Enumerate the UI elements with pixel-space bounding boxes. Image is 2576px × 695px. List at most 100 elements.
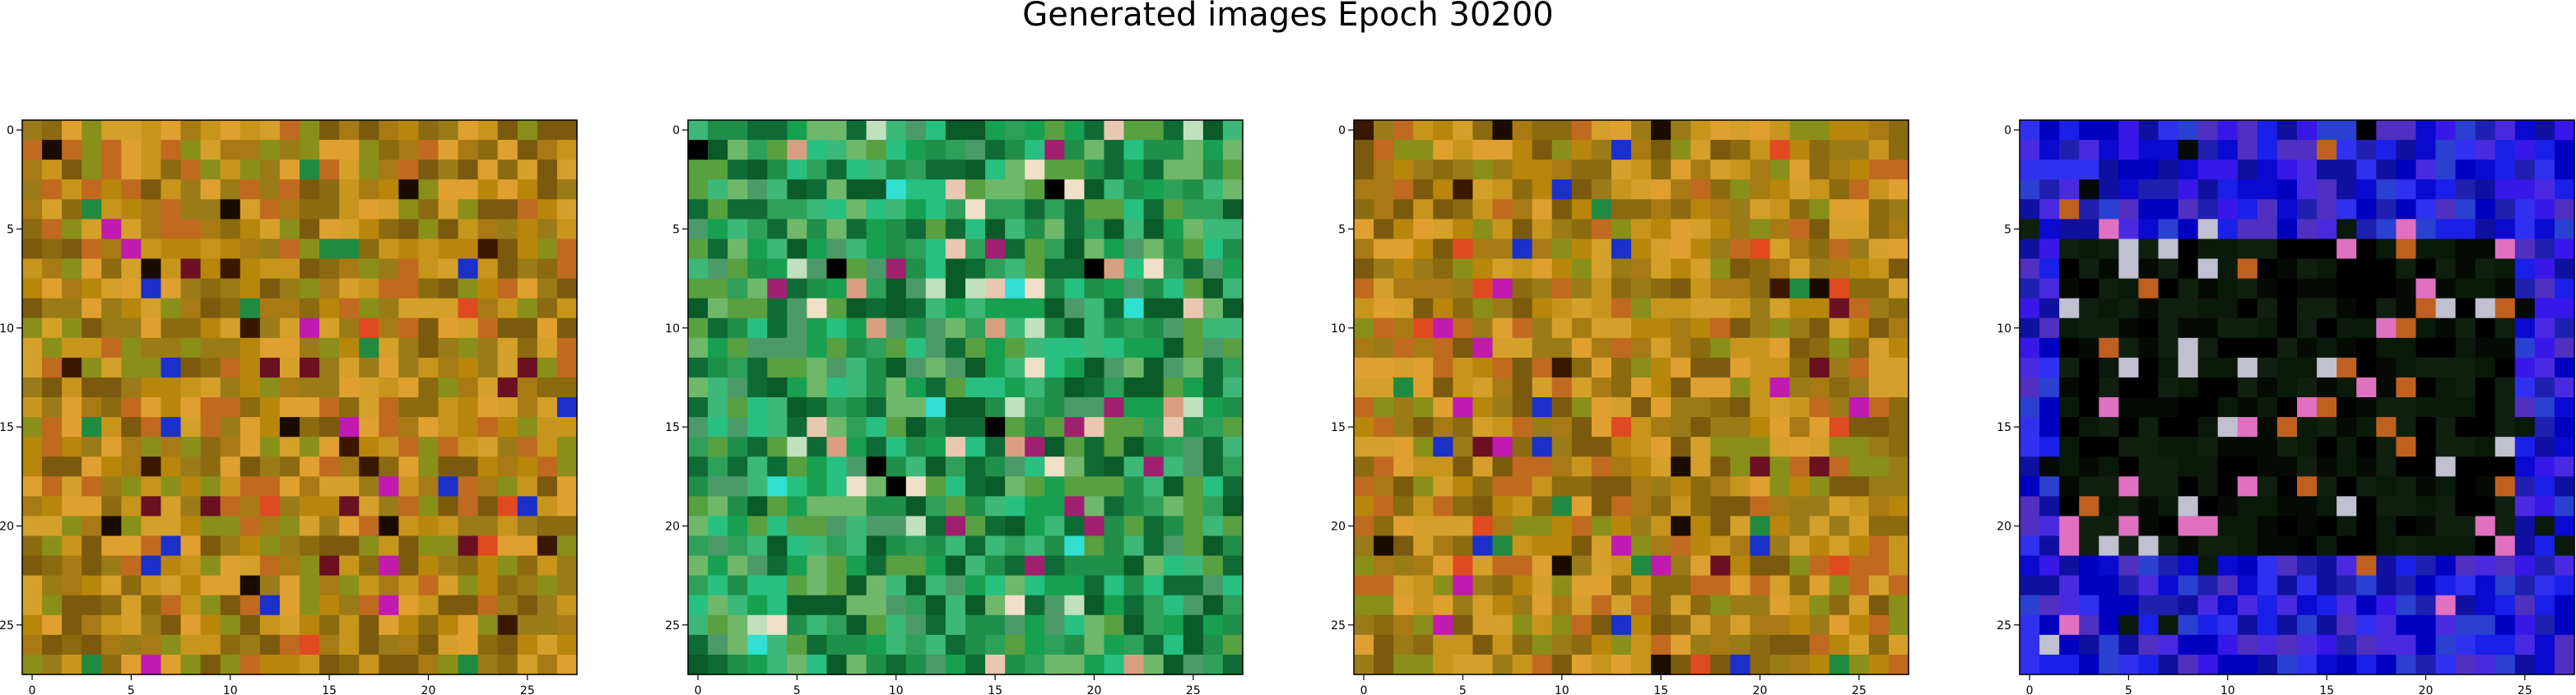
pixel-cell	[259, 555, 281, 577]
pixel-cell	[2337, 496, 2357, 517]
pixel-cell	[1789, 516, 1811, 537]
pixel-cell	[2039, 199, 2060, 220]
pixel-cell	[81, 160, 102, 180]
pixel-cell	[1453, 258, 1474, 280]
pixel-cell	[1202, 219, 1224, 240]
pixel-cell	[1789, 337, 1811, 359]
pixel-cell	[101, 278, 122, 299]
pixel-cell	[2495, 298, 2516, 319]
pixel-cell	[121, 516, 142, 537]
pixel-cell	[2079, 595, 2099, 616]
pixel-cell	[1651, 654, 1672, 675]
pixel-cell	[517, 555, 538, 577]
pixel-cell	[1123, 258, 1145, 280]
pixel-cell	[2297, 278, 2318, 299]
pixel-cell	[1222, 298, 1244, 319]
pixel-cell	[1143, 417, 1165, 438]
pixel-cell	[2337, 120, 2357, 141]
pixel-cell	[121, 456, 142, 477]
pixel-cell	[1005, 654, 1025, 675]
pixel-cell	[2455, 595, 2476, 616]
pixel-cell	[121, 298, 142, 319]
pixel-cell	[1571, 397, 1593, 418]
pixel-cell	[1809, 634, 1830, 656]
pixel-cell	[2317, 258, 2337, 280]
pixel-cell	[1631, 555, 1652, 577]
x-tick-label: 5	[2125, 684, 2132, 695]
pixel-cell	[846, 496, 867, 517]
pixel-cell	[1710, 595, 1731, 616]
pixel-cell	[1064, 258, 1086, 280]
pixel-cell	[2495, 377, 2516, 398]
pixel-cell	[1750, 219, 1771, 240]
pixel-cell	[2455, 239, 2476, 260]
pixel-cell	[1690, 298, 1711, 319]
pixel-cell	[2475, 397, 2496, 418]
pixel-cell	[1202, 278, 1224, 299]
pixel-cell	[1671, 417, 1691, 438]
pixel-cell	[1571, 555, 1593, 577]
pixel-cell	[1123, 357, 1145, 378]
pixel-cell	[1789, 654, 1811, 675]
pixel-cell	[1611, 120, 1632, 141]
pixel-cell	[1571, 634, 1593, 656]
pixel-cell	[62, 417, 82, 438]
pixel-cell	[2514, 496, 2536, 517]
pixel-cell	[1809, 417, 1830, 438]
pixel-cell	[1532, 575, 1553, 596]
pixel-cell	[2396, 179, 2417, 200]
pixel-cell	[477, 160, 499, 180]
pixel-cell	[2455, 417, 2476, 438]
pixel-cell	[239, 317, 261, 339]
pixel-cell	[239, 298, 261, 319]
x-tick-label: 20	[2419, 684, 2434, 695]
pixel-cell	[2099, 377, 2119, 398]
pixel-cell	[1750, 397, 1771, 418]
pixel-cell	[1143, 160, 1165, 180]
pixel-cell	[81, 456, 102, 477]
pixel-cell	[160, 219, 182, 240]
pixel-cell	[438, 476, 459, 497]
pixel-cell	[101, 476, 122, 497]
pixel-cell	[517, 437, 538, 457]
pixel-cell	[81, 634, 102, 656]
pixel-cell	[121, 555, 142, 577]
pixel-cell	[1571, 516, 1593, 537]
pixel-cell	[2059, 516, 2080, 537]
pixel-cell	[101, 140, 122, 160]
pixel-cell	[200, 120, 221, 141]
pixel-cell	[965, 397, 986, 418]
pixel-cell	[1750, 140, 1771, 160]
pixel-cell	[477, 614, 499, 636]
pixel-cell	[300, 555, 320, 577]
pixel-cell	[1453, 377, 1474, 398]
pixel-cell	[2178, 654, 2199, 675]
pixel-cell	[1084, 654, 1105, 675]
pixel-cell	[747, 417, 768, 438]
pixel-cell	[886, 258, 907, 280]
pixel-cell	[2059, 357, 2080, 378]
pixel-cell	[438, 437, 459, 457]
pixel-cell	[1551, 555, 1573, 577]
pixel-cell	[2059, 614, 2080, 636]
pixel-cell	[121, 337, 142, 359]
pixel-cell	[1710, 298, 1731, 319]
pixel-cell	[728, 377, 748, 398]
pixel-cell	[1104, 456, 1125, 477]
pixel-cell	[767, 199, 788, 220]
pixel-cell	[2039, 417, 2060, 438]
pixel-cell	[1044, 476, 1065, 497]
pixel-cell	[1571, 456, 1593, 477]
pixel-cell	[1374, 654, 1394, 675]
pixel-cell	[826, 239, 848, 260]
pixel-cell	[458, 179, 479, 200]
pixel-cell	[2158, 239, 2179, 260]
pixel-cell	[2514, 160, 2536, 180]
pixel-cell	[279, 575, 300, 596]
pixel-cell	[1413, 516, 1434, 537]
pixel-cell	[2534, 298, 2555, 319]
pixel-cell	[239, 258, 261, 280]
pixel-cell	[2376, 654, 2397, 675]
pixel-cell	[787, 397, 808, 418]
